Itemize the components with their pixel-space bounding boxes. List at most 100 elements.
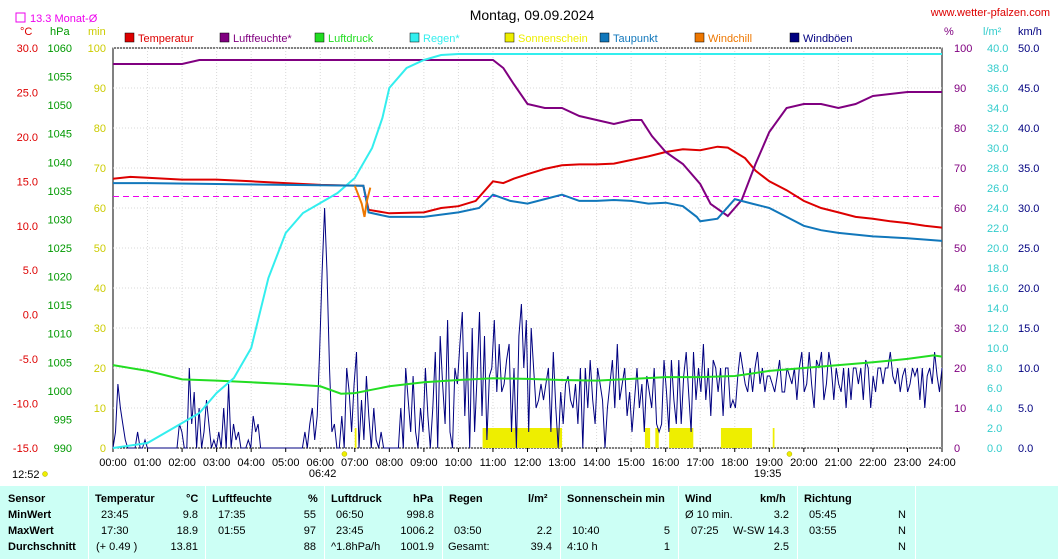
avg-temp-trend: (+ 0.49 ) [96, 541, 138, 553]
x-tick-label: 10:00 [445, 457, 473, 469]
header-wind-unit: km/h [760, 493, 786, 505]
temp_c-tick: -15.0 [13, 443, 38, 455]
rain_lm2-tick: 6.0 [987, 383, 1002, 395]
rain_lm2-tick: 14.0 [987, 303, 1008, 315]
max-wind-time: 07:25 [691, 525, 719, 537]
wind_kmh-tick: 15.0 [1018, 323, 1039, 335]
temp_c-tick: -5.0 [19, 354, 38, 366]
x-tick-label: 02:00 [168, 457, 196, 469]
rain_lm2-tick: 26.0 [987, 183, 1008, 195]
legend-swatch [789, 32, 800, 43]
x-tick-label: 19:00 [756, 457, 784, 469]
series-windboeen [112, 207, 943, 449]
humidity_pct-tick: 10 [954, 403, 966, 415]
max-temp-time: 17:30 [101, 525, 129, 537]
min-wind-label: Ø 10 min. [685, 509, 733, 521]
rain_lm2-tick: 4.0 [987, 403, 1002, 415]
pressure_hpa-tick: 1045 [48, 129, 72, 141]
sun-time-label: 19:35 [754, 468, 782, 480]
x-tick-label: 17:00 [686, 457, 714, 469]
sun_min-tick: 40 [94, 283, 106, 295]
humidity_pct-tick: 20 [954, 363, 966, 375]
sunshine-bar [720, 428, 753, 448]
max-temp-value: 18.9 [176, 525, 198, 537]
sun_min-tick: 10 [94, 403, 106, 415]
temp_c-tick: 30.0 [17, 43, 38, 55]
legend-swatch [124, 32, 135, 43]
x-tick-label: 13:00 [548, 457, 576, 469]
temp_c-tick: 20.0 [17, 132, 38, 144]
rain_lm2-tick: 28.0 [987, 163, 1008, 175]
avg-temp-value: 13.81 [170, 541, 198, 553]
max-sunshine-value: 5 [663, 525, 670, 537]
legend-label: Regen* [423, 33, 460, 45]
legend-swatch [314, 32, 325, 43]
pressure_hpa-tick: 1050 [48, 100, 72, 112]
header-humidity-unit: % [308, 493, 318, 505]
header-direction: Richtung [804, 493, 852, 505]
header-temperature-unit: °C [186, 493, 199, 505]
sun-icon [786, 451, 793, 457]
min-humidity-time: 17:35 [218, 509, 246, 521]
x-tick-label: 22:00 [859, 457, 887, 469]
wind_kmh-tick: 25.0 [1018, 243, 1039, 255]
humidity_pct-tick: 80 [954, 123, 966, 135]
rain_lm2-tick: 40.0 [987, 43, 1008, 55]
header-sensor: Sensor [8, 493, 46, 505]
rain_lm2-tick: 12.0 [987, 323, 1008, 335]
pressure_hpa-tick: 1055 [48, 72, 72, 84]
row-label-average: Durchschnitt [8, 541, 76, 553]
sun-icon [341, 451, 348, 457]
x-tick-label: 01:00 [134, 457, 162, 469]
header-humidity: Luftfeuchte [212, 493, 272, 505]
rain_lm2-tick: 24.0 [987, 203, 1008, 215]
humidity_pct-tick: 40 [954, 283, 966, 295]
pressure_hpa-tick: 1015 [48, 300, 72, 312]
x-tick-label: 21:00 [825, 457, 853, 469]
legend-swatch [409, 32, 420, 43]
unit-wind: km/h [1018, 26, 1042, 38]
series-luftfeuchte [113, 59, 942, 218]
x-tick-label: 14:00 [583, 457, 611, 469]
sun_min-tick: 50 [94, 243, 106, 255]
pressure_hpa-tick: 1025 [48, 243, 72, 255]
rain_lm2-tick: 36.0 [987, 83, 1008, 95]
rain-total-value: 39.4 [530, 541, 552, 553]
rain-total-label: Gesamt: [448, 541, 490, 553]
humidity_pct-tick: 0 [954, 443, 960, 455]
sun-time-label: 06:42 [309, 468, 337, 480]
x-tick-label: 05:00 [272, 457, 300, 469]
unit-min: min [88, 26, 106, 38]
legend-label: Luftfeuchte* [233, 33, 292, 45]
unit-celsius: °C [20, 26, 32, 38]
max-wind-value: W-SW 14.3 [732, 525, 789, 537]
wind_kmh-tick: 45.0 [1018, 83, 1039, 95]
min-wind-value: 3.2 [773, 509, 789, 521]
max-rain-value: 2.2 [536, 525, 552, 537]
rain_lm2-tick: 20.0 [987, 243, 1008, 255]
min-temp-time: 23:45 [101, 509, 129, 521]
min-humidity-value: 55 [303, 509, 316, 521]
humidity_pct-tick: 50 [954, 243, 966, 255]
legend-label: Luftdruck [328, 33, 374, 45]
header-rain-unit: l/m² [528, 493, 548, 505]
sunshine-bar [772, 428, 775, 448]
humidity_pct-tick: 100 [954, 43, 972, 55]
header-pressure-unit: hPa [413, 493, 434, 505]
chart-title: Montag, 09.09.2024 [470, 7, 595, 23]
sunshine-bar [655, 428, 659, 448]
wind_kmh-tick: 50.0 [1018, 43, 1039, 55]
rain_lm2-tick: 2.0 [987, 423, 1002, 435]
header-wind: Wind [685, 493, 712, 505]
rain_lm2-tick: 10.0 [987, 343, 1008, 355]
weather-chart: 00:00 01:00 02:00 03:00 04:00 05:00 06:00 07:00… [12, 7, 1050, 481]
temp_c-tick: 15.0 [17, 176, 38, 188]
legend-swatch [599, 32, 610, 43]
series-windchill [353, 185, 372, 218]
temp_c-tick: 5.0 [23, 265, 38, 277]
monthly-average-icon [15, 12, 26, 23]
legend-label: Windböen [803, 33, 853, 45]
x-tick-label: 11:00 [480, 457, 507, 469]
x-tick-label: 16:00 [652, 457, 680, 469]
series-luftdruck [112, 354, 943, 395]
